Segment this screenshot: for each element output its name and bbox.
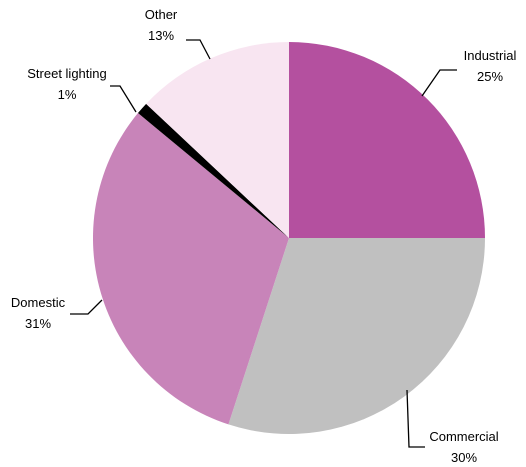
slice-percent-domestic: 31% xyxy=(25,316,51,331)
pie-slices xyxy=(92,42,485,435)
pie-slice-industrial xyxy=(289,42,485,238)
slice-percent-street-lighting: 1% xyxy=(58,87,77,102)
slice-label-domestic: Domestic xyxy=(11,295,66,310)
slice-label-street-lighting: Street lighting xyxy=(27,66,107,81)
slice-percent-other: 13% xyxy=(148,28,174,43)
leader-lines xyxy=(70,39,457,448)
slice-label-other: Other xyxy=(145,7,178,22)
pie-slice-street-lighting xyxy=(137,103,289,238)
leader-line-domestic xyxy=(70,299,103,315)
pie-slice-commercial xyxy=(228,238,485,435)
slice-label-industrial: Industrial xyxy=(464,48,517,63)
pie-slice-domestic xyxy=(92,113,289,425)
slice-percent-industrial: 25% xyxy=(477,69,503,84)
leader-line-street-lighting xyxy=(110,85,137,113)
slice-labels: Industrial 25% Commercial 30% Domestic 31% Str… xyxy=(11,7,517,465)
leader-line-other xyxy=(186,39,211,60)
leader-line-industrial xyxy=(421,69,457,97)
slice-label-commercial: Commercial xyxy=(429,429,498,444)
leader-line-commercial xyxy=(406,389,425,448)
slice-percent-commercial: 30% xyxy=(451,450,477,465)
pie-slice-other xyxy=(146,42,289,238)
